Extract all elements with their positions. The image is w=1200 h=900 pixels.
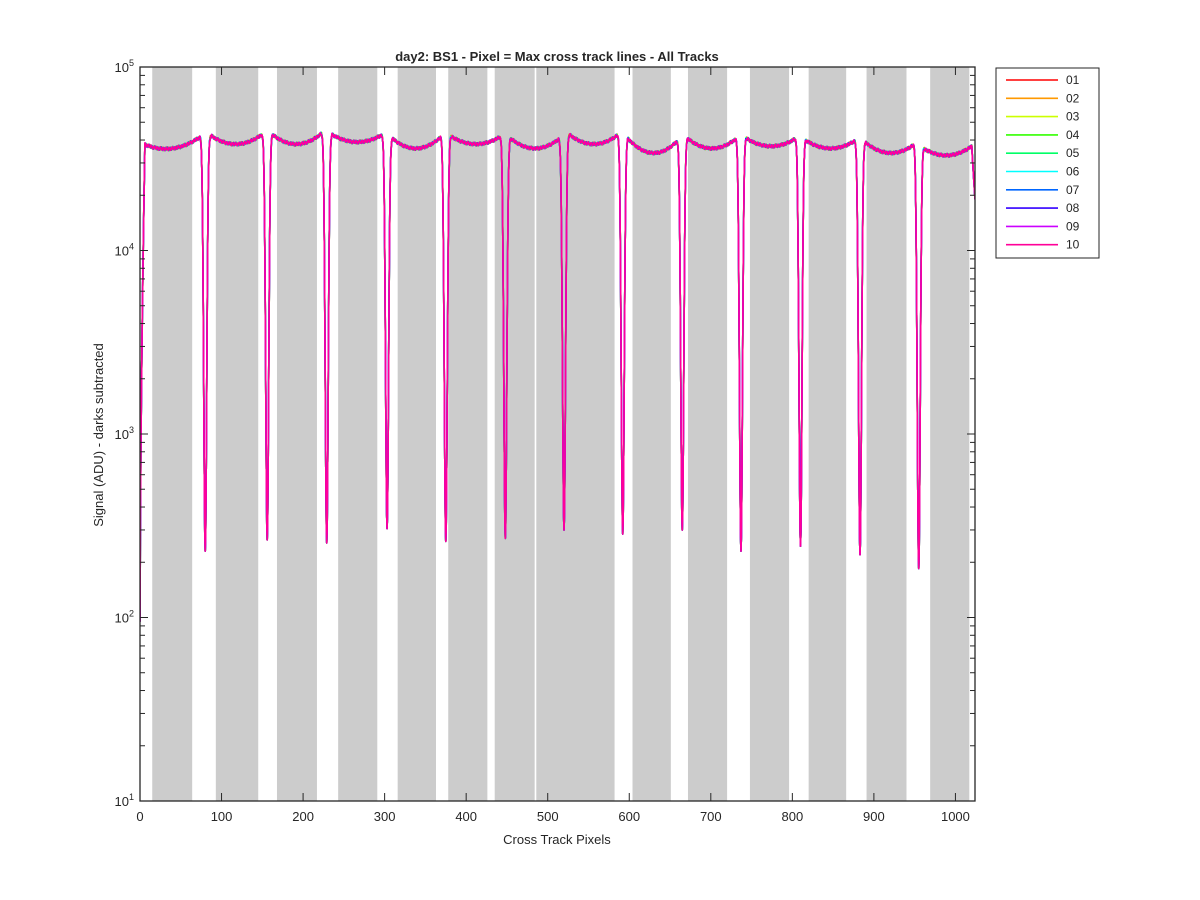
x-tick-label: 100 [211,809,233,824]
legend-label: 09 [1066,219,1080,233]
shaded-region [808,67,847,801]
x-tick-label: 1000 [941,809,970,824]
legend-label: 03 [1066,110,1080,124]
shaded-region [632,67,671,801]
legend-label: 08 [1066,201,1080,215]
shaded-region [397,67,437,801]
shaded-region [930,67,970,801]
x-tick-label: 300 [374,809,396,824]
shaded-region [338,67,378,801]
x-tick-label: 600 [618,809,640,824]
shaded-region [576,67,615,801]
shaded-region [276,67,317,801]
x-tick-label: 700 [700,809,722,824]
shaded-region [687,67,728,801]
shaded-region [215,67,259,801]
legend-label: 05 [1066,146,1080,160]
shaded-region [448,67,488,801]
legend-label: 04 [1066,128,1080,142]
x-tick-label: 400 [455,809,477,824]
legend-label: 01 [1066,73,1080,87]
series-line-10 [140,132,975,622]
shaded-region [152,67,193,801]
x-tick-label: 900 [863,809,885,824]
shaded-region [749,67,790,801]
y-tick-label: 105 [115,58,134,75]
shaded-region [866,67,907,801]
legend-label: 06 [1066,165,1080,179]
y-tick-label: 103 [115,425,134,442]
x-tick-label: 0 [136,809,143,824]
y-tick-label: 101 [115,792,134,809]
x-tick-label: 500 [537,809,559,824]
shaded-region [494,67,535,801]
legend: 01 02 03 04 05 06 07 08 09 10 [995,67,1100,259]
x-tick-label: 200 [292,809,314,824]
y-tick-label: 104 [115,242,134,259]
legend-box [995,67,1100,259]
x-axis-label: Cross Track Pixels [503,832,611,847]
chart-title: day2: BS1 - Pixel = Max cross track line… [395,49,719,64]
y-axis-label: Signal (ADU) - darks subtracted [91,343,106,527]
legend-label: 02 [1066,91,1080,105]
y-tick-label: 102 [115,609,134,626]
legend-label: 10 [1066,238,1080,252]
series-lines [140,131,975,622]
shaded-region [536,67,579,801]
x-tick-label: 800 [781,809,803,824]
legend-label: 07 [1066,183,1080,197]
plot-area: 0 100 200 300 400 500 600 700 800 900 1000 101 102 10… [115,58,976,824]
